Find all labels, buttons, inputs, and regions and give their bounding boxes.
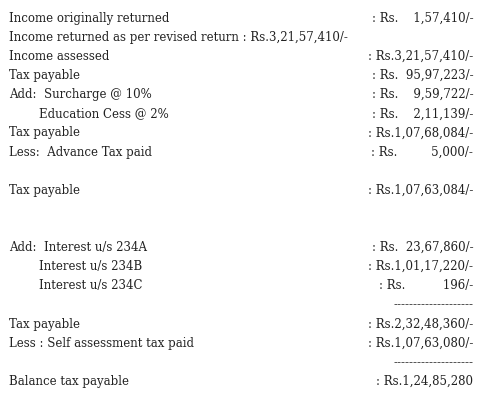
- Text: Balance tax payable: Balance tax payable: [9, 375, 129, 388]
- Text: : Rs.    1,57,410/-: : Rs. 1,57,410/-: [372, 12, 473, 25]
- Text: : Rs.2,32,48,360/-: : Rs.2,32,48,360/-: [368, 318, 473, 331]
- Text: Tax payable: Tax payable: [9, 126, 80, 139]
- Text: : Rs.1,07,63,080/-: : Rs.1,07,63,080/-: [368, 336, 473, 349]
- Text: Tax payable: Tax payable: [9, 318, 80, 331]
- Text: : Rs.1,01,17,220/-: : Rs.1,01,17,220/-: [368, 260, 473, 273]
- Text: Education Cess @ 2%: Education Cess @ 2%: [9, 107, 168, 120]
- Text: : Rs.    9,59,722/-: : Rs. 9,59,722/-: [372, 88, 473, 101]
- Text: Tax payable: Tax payable: [9, 184, 80, 197]
- Text: Add:  Surcharge @ 10%: Add: Surcharge @ 10%: [9, 88, 151, 101]
- Text: : Rs.         5,000/-: : Rs. 5,000/-: [372, 145, 473, 158]
- Text: Less:  Advance Tax paid: Less: Advance Tax paid: [9, 145, 152, 158]
- Text: Interest u/s 234C: Interest u/s 234C: [9, 279, 142, 292]
- Text: Income returned as per revised return : Rs.3,21,57,410/-: Income returned as per revised return : …: [9, 31, 348, 44]
- Text: : Rs.1,07,68,084/-: : Rs.1,07,68,084/-: [368, 126, 473, 139]
- Text: Add:  Interest u/s 234A: Add: Interest u/s 234A: [9, 241, 147, 254]
- Text: Income originally returned: Income originally returned: [9, 12, 169, 25]
- Text: --------------------: --------------------: [393, 356, 473, 369]
- Text: Income assessed: Income assessed: [9, 50, 109, 63]
- Text: Interest u/s 234B: Interest u/s 234B: [9, 260, 142, 273]
- Text: : Rs.1,24,85,280: : Rs.1,24,85,280: [376, 375, 473, 388]
- Text: : Rs.3,21,57,410/-: : Rs.3,21,57,410/-: [368, 50, 473, 63]
- Text: Less : Self assessment tax paid: Less : Self assessment tax paid: [9, 336, 194, 349]
- Text: : Rs.    2,11,139/-: : Rs. 2,11,139/-: [372, 107, 473, 120]
- Text: : Rs.  95,97,223/-: : Rs. 95,97,223/-: [372, 69, 473, 82]
- Text: : Rs.1,07,63,084/-: : Rs.1,07,63,084/-: [368, 184, 473, 197]
- Text: : Rs.          196/-: : Rs. 196/-: [379, 279, 473, 292]
- Text: : Rs.  23,67,860/-: : Rs. 23,67,860/-: [372, 241, 473, 254]
- Text: Tax payable: Tax payable: [9, 69, 80, 82]
- Text: --------------------: --------------------: [393, 298, 473, 311]
